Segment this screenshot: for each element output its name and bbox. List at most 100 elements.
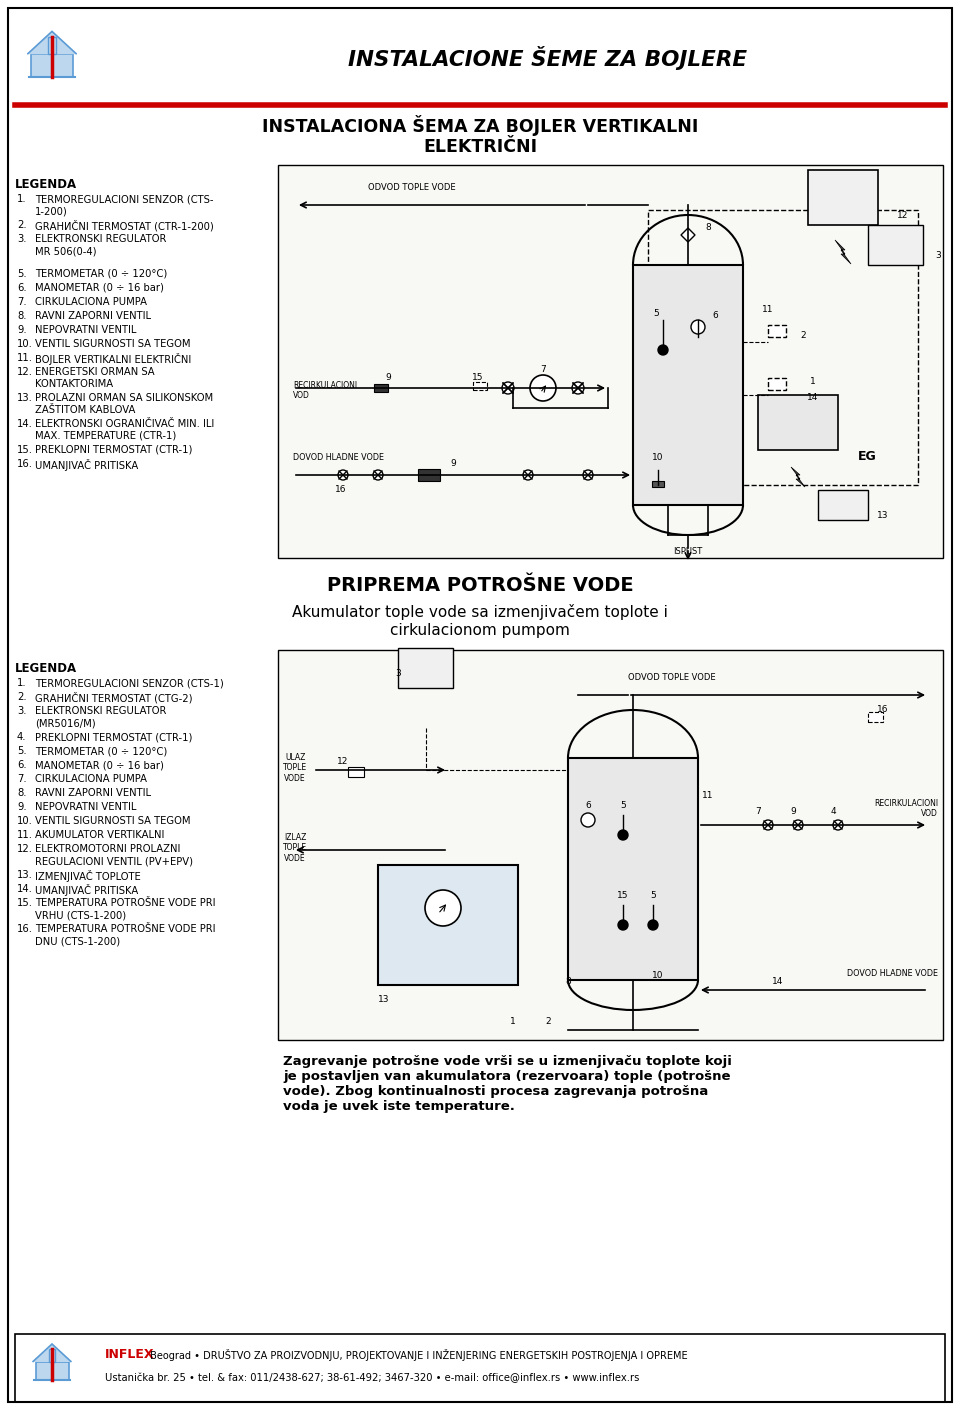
- Bar: [758, 395, 838, 450]
- Text: 10.: 10.: [17, 338, 33, 350]
- Text: 7.: 7.: [17, 298, 27, 307]
- Text: VOD: VOD: [293, 391, 310, 399]
- Bar: [348, 767, 364, 777]
- Text: VENTIL SIGURNOSTI SA TEGOM: VENTIL SIGURNOSTI SA TEGOM: [35, 338, 190, 350]
- Text: UMANJIVAČ PRITISKA: UMANJIVAČ PRITISKA: [35, 460, 138, 471]
- Circle shape: [648, 919, 658, 931]
- Text: NEPOVRATNI VENTIL: NEPOVRATNI VENTIL: [35, 324, 136, 336]
- Text: 2.: 2.: [17, 692, 27, 702]
- Bar: [48, 37, 56, 54]
- Text: (MR5016/M): (MR5016/M): [35, 718, 96, 728]
- Text: Zagrevanje potrošne vode vrši se u izmenjivaču toplote koji
je postavljen van ak: Zagrevanje potrošne vode vrši se u izmen…: [283, 1055, 732, 1112]
- Text: 2: 2: [545, 1018, 551, 1026]
- Text: GRАНИČNI TERMOSTAT (CTG-2): GRАНИČNI TERMOSTAT (CTG-2): [35, 692, 193, 704]
- Circle shape: [425, 890, 461, 926]
- Text: 9: 9: [790, 808, 796, 816]
- Text: 8: 8: [565, 977, 571, 987]
- Polygon shape: [33, 1344, 71, 1362]
- Text: 12.: 12.: [17, 367, 33, 376]
- Text: 11.: 11.: [17, 830, 33, 840]
- Polygon shape: [27, 31, 77, 54]
- Text: MAX. TEMPERATURE (CTR-1): MAX. TEMPERATURE (CTR-1): [35, 431, 177, 441]
- Text: 14.: 14.: [17, 884, 33, 894]
- Text: 2: 2: [801, 330, 805, 340]
- Text: RECIRKULACIONI: RECIRKULACIONI: [293, 381, 357, 389]
- Text: 13: 13: [877, 510, 889, 519]
- Circle shape: [618, 919, 628, 931]
- Text: CIRKULACIONA PUMPA: CIRKULACIONA PUMPA: [35, 774, 147, 784]
- Text: DNU (CTS-1-200): DNU (CTS-1-200): [35, 936, 120, 946]
- Text: KONTAKTORIMA: KONTAKTORIMA: [35, 379, 113, 389]
- Text: 16.: 16.: [17, 924, 33, 933]
- Text: 16.: 16.: [17, 460, 33, 470]
- Text: TERMOMETAR (0 ÷ 120°C): TERMOMETAR (0 ÷ 120°C): [35, 269, 167, 279]
- Text: AKUMULATOR VERTIKALNI: AKUMULATOR VERTIKALNI: [35, 830, 164, 840]
- Bar: [278, 650, 943, 1041]
- Text: BOJLER VERTIKALNI ELEKTRIČNI: BOJLER VERTIKALNI ELEKTRIČNI: [35, 352, 191, 365]
- Text: ELEKTRONSKI OGRANIČIVAČ MIN. ILI: ELEKTRONSKI OGRANIČIVAČ MIN. ILI: [35, 419, 214, 429]
- Bar: [49, 1348, 55, 1362]
- Text: ENERGETSKI ORMAN SA: ENERGETSKI ORMAN SA: [35, 367, 155, 376]
- Text: ODVOD TOPLE VODE: ODVOD TOPLE VODE: [368, 182, 456, 192]
- Text: 9.: 9.: [17, 802, 27, 812]
- Text: 12: 12: [898, 210, 909, 220]
- Text: TERMOREGULACIONI SENZOR (CTS-: TERMOREGULACIONI SENZOR (CTS-: [35, 195, 213, 204]
- Text: 3.: 3.: [17, 234, 27, 244]
- Bar: [652, 481, 664, 486]
- Text: IZLAZ
TOPLE
VODE: IZLAZ TOPLE VODE: [283, 833, 307, 863]
- Bar: [768, 324, 786, 337]
- Text: PREKLOPNI TERMOSTAT (CTR-1): PREKLOPNI TERMOSTAT (CTR-1): [35, 732, 192, 742]
- Text: CIRKULACIONA PUMPA: CIRKULACIONA PUMPA: [35, 298, 147, 307]
- Text: 3.: 3.: [17, 706, 27, 716]
- Circle shape: [763, 821, 773, 830]
- Circle shape: [583, 470, 593, 479]
- Text: MR 506(0-4): MR 506(0-4): [35, 245, 97, 257]
- Text: MANOMETAR (0 ÷ 16 bar): MANOMETAR (0 ÷ 16 bar): [35, 760, 164, 770]
- Bar: [648, 210, 918, 485]
- Text: INSTALACIONA ŠEMA ZA BOJLER VERTIKALNI: INSTALACIONA ŠEMA ZA BOJLER VERTIKALNI: [262, 116, 698, 137]
- Text: 1: 1: [510, 1018, 516, 1026]
- Text: IZMENJIVAČ TOPLOTE: IZMENJIVAČ TOPLOTE: [35, 870, 141, 883]
- Circle shape: [502, 382, 514, 393]
- Text: DOVOD HLADNE VODE: DOVOD HLADNE VODE: [847, 969, 938, 977]
- Text: Ustanička br. 25 • tel. & fax: 011/2438-627; 38-61-492; 3467-320 • e-mail: offic: Ustanička br. 25 • tel. & fax: 011/2438-…: [105, 1373, 639, 1383]
- Text: 7.: 7.: [17, 774, 27, 784]
- Text: TERMOMETAR (0 ÷ 120°C): TERMOMETAR (0 ÷ 120°C): [35, 746, 167, 756]
- Text: 8: 8: [706, 224, 710, 233]
- Text: TEMPERATURA POTROŠNE VODE PRI: TEMPERATURA POTROŠNE VODE PRI: [35, 924, 215, 933]
- Text: 9.: 9.: [17, 324, 27, 336]
- Text: 15.: 15.: [17, 898, 33, 908]
- Text: 2.: 2.: [17, 220, 27, 230]
- Text: 11: 11: [703, 791, 713, 799]
- Text: 11.: 11.: [17, 352, 33, 362]
- Circle shape: [833, 821, 843, 830]
- Text: RECIRKULACIONI: RECIRKULACIONI: [874, 798, 938, 808]
- Text: 6.: 6.: [17, 283, 27, 293]
- Text: 6.: 6.: [17, 760, 27, 770]
- Text: REGULACIONI VENTIL (PV+EPV): REGULACIONI VENTIL (PV+EPV): [35, 856, 193, 866]
- Text: ELEKTRONSKI REGULATOR: ELEKTRONSKI REGULATOR: [35, 706, 166, 716]
- Text: 7: 7: [540, 365, 546, 375]
- Text: UMANJIVAČ PRITISKA: UMANJIVAČ PRITISKA: [35, 884, 138, 895]
- Text: TERMOREGULACIONI SENZOR (CTS-1): TERMOREGULACIONI SENZOR (CTS-1): [35, 678, 224, 688]
- Text: EG: EG: [858, 451, 876, 464]
- Text: cirkulacionom pumpom: cirkulacionom pumpom: [390, 623, 570, 637]
- Text: PROLAZNI ORMAN SA SILIKONSKOM: PROLAZNI ORMAN SA SILIKONSKOM: [35, 393, 213, 403]
- Circle shape: [618, 830, 628, 840]
- Text: 5: 5: [620, 801, 626, 809]
- Circle shape: [581, 814, 595, 828]
- Text: 14: 14: [807, 392, 819, 402]
- Bar: [633, 265, 743, 505]
- Text: 1-200): 1-200): [35, 206, 68, 216]
- Circle shape: [793, 821, 803, 830]
- Text: 12.: 12.: [17, 845, 33, 854]
- Text: Akumulator tople vode sa izmenjivačem toplote i: Akumulator tople vode sa izmenjivačem to…: [292, 603, 668, 620]
- Text: 10.: 10.: [17, 816, 33, 826]
- Bar: [568, 759, 698, 980]
- Text: 3: 3: [935, 251, 941, 259]
- Text: 9: 9: [385, 372, 391, 382]
- Bar: [278, 165, 943, 558]
- Text: LEGENDA: LEGENDA: [15, 178, 77, 190]
- Bar: [868, 712, 883, 722]
- Text: DOVOD HLADNE VODE: DOVOD HLADNE VODE: [293, 453, 384, 461]
